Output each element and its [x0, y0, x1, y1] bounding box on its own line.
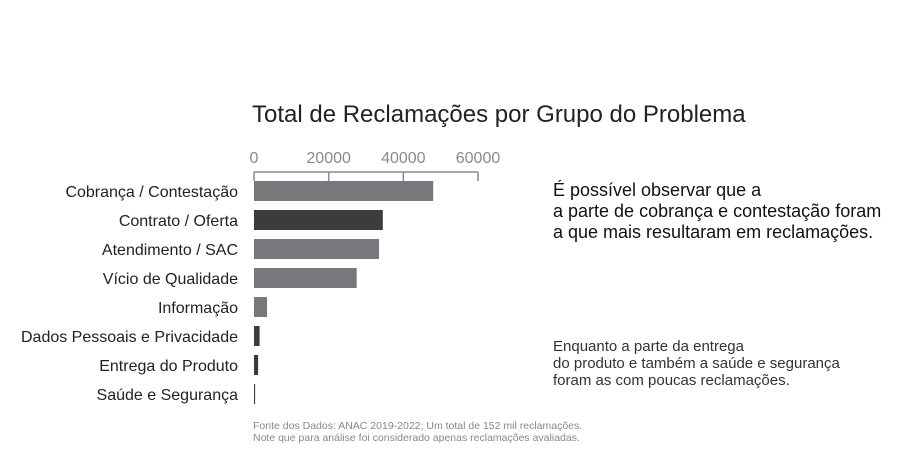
- x-tick-label: 60000: [456, 150, 501, 167]
- source-note: Fonte dos Dados: ANAC 2019-2022; Um tota…: [253, 420, 582, 444]
- bar: [254, 355, 259, 375]
- secondary-annotation: Enquanto a parte da entrega do produto e…: [553, 338, 840, 389]
- category-label: Vício de Qualidade: [103, 271, 238, 288]
- bar: [254, 210, 383, 230]
- bar: [254, 181, 434, 201]
- x-tick-label: 40000: [381, 150, 426, 167]
- secondary-annotation-line: Enquanto a parte da entrega: [553, 338, 744, 355]
- category-label: Saúde e Segurança: [97, 387, 239, 404]
- category-label: Entrega do Produto: [99, 358, 238, 375]
- category-label: Dados Pessoais e Privacidade: [21, 329, 238, 346]
- bar: [254, 268, 357, 288]
- x-tick-label: 0: [250, 150, 259, 167]
- bar: [254, 297, 268, 317]
- bar: [254, 384, 256, 404]
- x-axis: 0 20000 40000 60000: [250, 150, 501, 181]
- category-label: Atendimento / SAC: [102, 242, 238, 259]
- category-label: Contrato / Oferta: [119, 213, 238, 230]
- bar: [254, 326, 260, 346]
- secondary-annotation-line: do produto e também a saúde e segurança: [553, 355, 840, 372]
- bars: [254, 181, 434, 404]
- source-note-line: Fonte dos Dados: ANAC 2019-2022; Um tota…: [253, 420, 583, 432]
- main-annotation: É possível observar que a a parte de cob…: [553, 180, 881, 243]
- category-label: Informação: [158, 300, 238, 317]
- main-annotation-line: a parte de cobrança e contestação foram: [553, 201, 882, 221]
- main-annotation-line: É possível observar que a: [553, 180, 762, 200]
- x-tick-label: 20000: [306, 150, 351, 167]
- category-label: Cobrança / Contestação: [65, 184, 238, 201]
- bar: [254, 239, 380, 259]
- secondary-annotation-line: foram as com poucas reclamações.: [553, 372, 790, 389]
- main-annotation-line: a que mais resultaram em reclamações.: [553, 222, 874, 242]
- chart-title: Total de Reclamações por Grupo do Proble…: [252, 101, 746, 128]
- category-labels: Cobrança / Contestação Contrato / Oferta A…: [21, 184, 238, 404]
- source-note-line: Note que para análise foi considerado ap…: [253, 432, 580, 444]
